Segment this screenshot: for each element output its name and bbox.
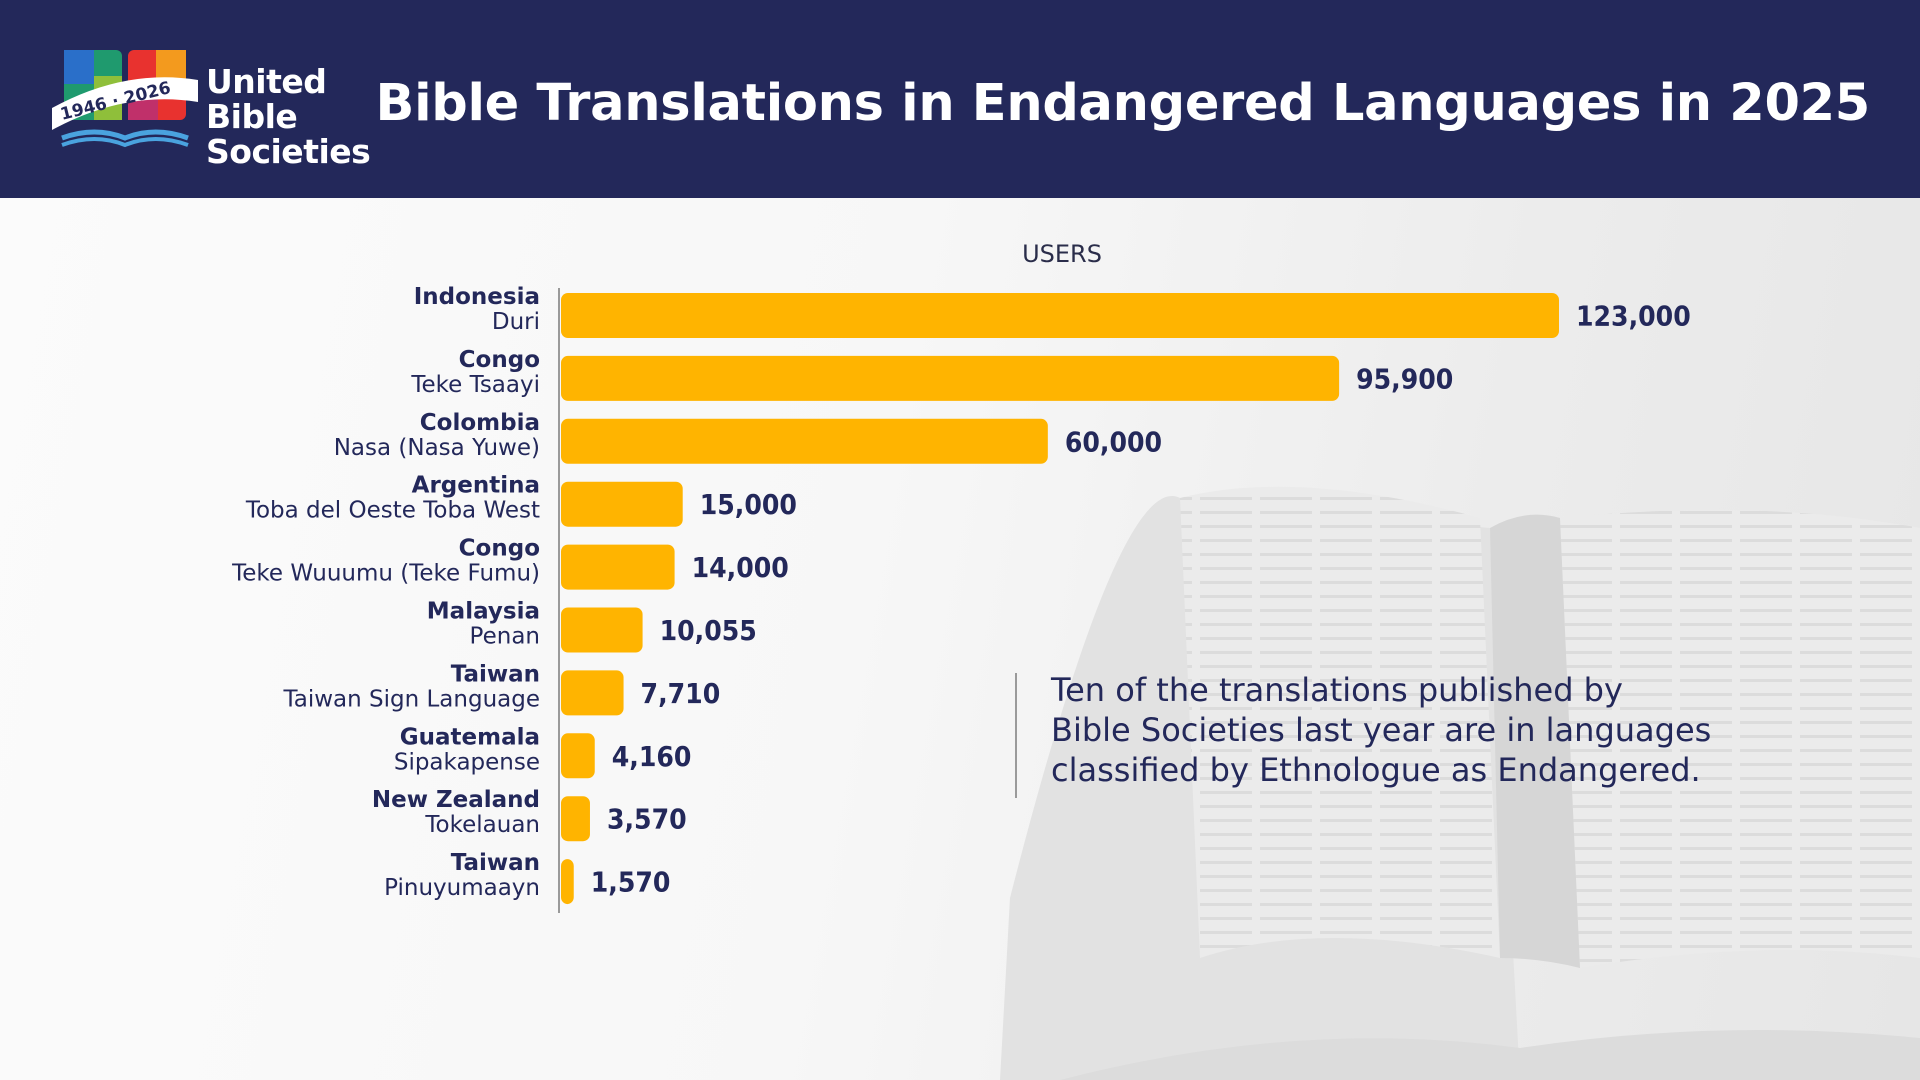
category-country-4: Argentina: [412, 473, 540, 499]
category-country-9: New Zealand: [372, 787, 540, 813]
header: 1946 · 2026 United Bible Societies Bible…: [0, 0, 1920, 198]
bar-10: [561, 859, 574, 905]
category-language-9: Tokelauan: [424, 812, 540, 838]
value-label-4: 15,000: [700, 488, 797, 521]
bar-7: [561, 670, 624, 716]
category-language-4: Toba del Oeste Toba West: [245, 498, 540, 524]
bar-8: [561, 733, 595, 779]
bar-4: [561, 481, 683, 527]
category-language-10: Pinuyumaayn: [384, 875, 540, 901]
bar-chart: USERS 123,000IndonesiaDuri95,900CongoTek…: [231, 240, 1691, 913]
page-title: Bible Translations in Endangered Languag…: [375, 74, 1871, 133]
bar-2: [561, 355, 1340, 401]
note-divider: [1015, 673, 1017, 798]
category-language-6: Penan: [470, 624, 540, 650]
category-language-3: Nasa (Nasa Yuwe): [334, 435, 540, 461]
category-country-8: Guatemala: [400, 724, 540, 750]
bar-6: [561, 607, 643, 653]
bar-3: [561, 418, 1048, 464]
category-language-7: Taiwan Sign Language: [282, 686, 540, 712]
bar-5: [561, 544, 675, 590]
note-text: Ten of the translations published by Bib…: [1051, 670, 1771, 790]
value-label-8: 4,160: [612, 740, 692, 773]
category-language-8: Sipakapense: [394, 749, 540, 775]
category-country-2: Congo: [459, 347, 540, 373]
category-country-10: Taiwan: [451, 850, 540, 876]
value-label-9: 3,570: [607, 803, 687, 836]
chart-area: USERS 123,000 Indonesia Duri 95,900 Congo Tek…: [0, 198, 1920, 1080]
category-country-5: Congo: [459, 536, 540, 562]
category-country-3: Colombia: [420, 410, 540, 436]
united-bible-societies-logo-icon: 1946 · 2026: [52, 50, 198, 148]
bar-1: [561, 293, 1559, 338]
category-country-1: Indonesia: [414, 284, 540, 310]
note-line-2: Bible Societies last year are in languag…: [1051, 711, 1712, 749]
category-language-2: Teke Tsaayi: [410, 372, 540, 398]
logo: 1946 · 2026 United Bible Societies: [50, 46, 410, 169]
category-country-7: Taiwan: [451, 661, 540, 687]
value-label-1: 123,000: [1576, 300, 1691, 333]
logo-line-1: United Bible: [206, 62, 327, 136]
category-country-6: Malaysia: [427, 599, 540, 625]
note-line-3: classified by Ethnologue as Endangered.: [1051, 751, 1701, 789]
value-label-5: 14,000: [692, 551, 789, 584]
logo-text: United Bible Societies: [206, 64, 410, 169]
value-label-2: 95,900: [1356, 362, 1453, 395]
axis-title: USERS: [1022, 240, 1102, 268]
value-label-3: 60,000: [1065, 425, 1162, 458]
value-label-6: 10,055: [660, 614, 757, 647]
bar-9: [561, 796, 590, 842]
category-language-1: Duri: [492, 309, 540, 335]
logo-line-2: Societies: [206, 132, 371, 171]
category-language-5: Teke Wuuumu (Teke Fumu): [231, 561, 540, 587]
open-book-background-image: [1000, 486, 1920, 1080]
value-label-7: 7,710: [641, 677, 721, 710]
value-label-10: 1,570: [591, 866, 671, 899]
note-line-1: Ten of the translations published by: [1051, 671, 1623, 709]
